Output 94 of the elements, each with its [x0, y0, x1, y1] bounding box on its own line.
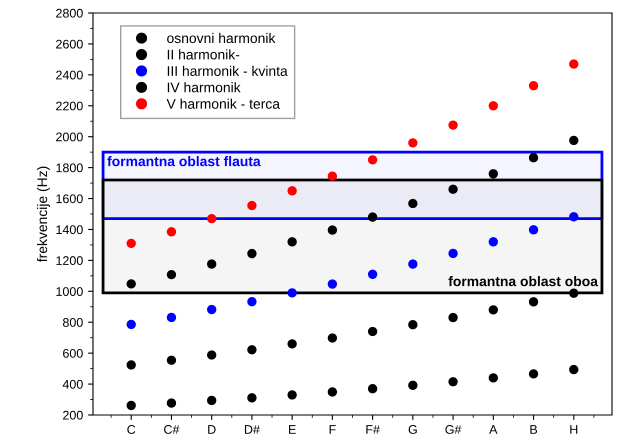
point — [207, 214, 216, 224]
point — [247, 393, 257, 402]
point — [126, 400, 136, 410]
point — [328, 387, 338, 397]
point — [448, 184, 458, 194]
x-tick-label: F — [330, 425, 336, 434]
point — [569, 136, 578, 146]
point — [368, 384, 378, 394]
point — [368, 326, 378, 336]
point — [166, 227, 176, 236]
x-tick-label: G — [408, 425, 417, 434]
point — [368, 155, 378, 165]
point — [328, 279, 338, 289]
point — [126, 238, 136, 248]
point — [528, 81, 538, 90]
point — [488, 373, 498, 383]
point — [247, 297, 257, 306]
point — [569, 212, 578, 222]
x-tick-label: E — [289, 425, 296, 434]
point — [247, 248, 257, 258]
point — [368, 212, 378, 222]
point — [408, 259, 418, 269]
point — [408, 380, 418, 390]
x-tick-label: A — [489, 425, 498, 434]
x-tick-label: G# — [445, 425, 462, 434]
point — [488, 237, 498, 246]
point — [207, 396, 216, 406]
y-tick-label: 600 — [63, 348, 83, 358]
y-tick-label: 1000 — [56, 287, 83, 296]
x-tick-label: H — [570, 425, 578, 434]
point — [247, 345, 257, 354]
y-tick-label: 1800 — [56, 163, 83, 172]
point — [166, 312, 176, 322]
band-label: formantna oblast oboa — [448, 276, 598, 286]
point — [528, 225, 538, 234]
point — [207, 304, 216, 314]
point — [247, 200, 257, 210]
point — [287, 237, 297, 246]
point — [368, 270, 378, 279]
point — [408, 198, 418, 208]
y-tick-label: 2800 — [56, 8, 83, 18]
point — [166, 270, 176, 280]
point — [408, 138, 418, 148]
x-tick-label: C# — [164, 425, 180, 434]
y-tick-label: 1400 — [56, 225, 83, 234]
point — [528, 297, 538, 306]
legend-label: III harmonik - kvinta — [168, 66, 288, 76]
x-tick-label: C — [127, 425, 136, 434]
point — [448, 248, 458, 258]
legend-label: II harmonik- — [168, 49, 240, 60]
point — [328, 171, 338, 181]
point — [528, 369, 538, 379]
x-tick-label: D — [208, 425, 216, 434]
y-tick-label: 2000 — [56, 132, 83, 142]
y-tick-label: 1600 — [56, 194, 83, 204]
point — [166, 356, 176, 365]
x-tick-label: D# — [244, 425, 260, 434]
x-tick-label: F# — [366, 425, 380, 434]
point — [448, 120, 458, 130]
point — [488, 101, 498, 110]
point — [126, 320, 136, 330]
x-tick-label: B — [530, 425, 538, 434]
point — [207, 350, 216, 360]
point — [287, 288, 297, 298]
point — [448, 312, 458, 322]
legend-label: osnovni harmonik — [167, 32, 276, 44]
point — [569, 288, 578, 298]
point — [448, 377, 458, 386]
y-tick-label: 2400 — [56, 70, 83, 80]
point — [328, 333, 338, 343]
y-tick-label: 2600 — [56, 40, 83, 49]
point — [528, 153, 538, 162]
point — [569, 364, 578, 374]
point — [328, 225, 338, 235]
point — [126, 360, 136, 370]
y-tick-label: 200 — [63, 410, 83, 420]
y-tick-label: 1200 — [56, 256, 83, 266]
point — [166, 398, 176, 408]
y-axis-title: frekvencije (Hz) — [36, 166, 50, 262]
y-tick-label: 400 — [62, 380, 83, 389]
point — [287, 186, 297, 196]
band-label: formantna oblast flauta — [107, 156, 261, 166]
point — [287, 390, 297, 400]
point — [488, 305, 498, 315]
point — [569, 59, 578, 69]
point — [207, 259, 216, 269]
y-tick-label: 2200 — [56, 102, 83, 110]
y-tick-label: 800 — [62, 318, 83, 327]
point — [408, 320, 418, 330]
legend-label: V harmonik - terca — [166, 98, 280, 109]
point — [126, 279, 136, 289]
legend-label: IV harmonik — [168, 82, 241, 92]
point — [287, 339, 297, 349]
point — [488, 169, 498, 178]
